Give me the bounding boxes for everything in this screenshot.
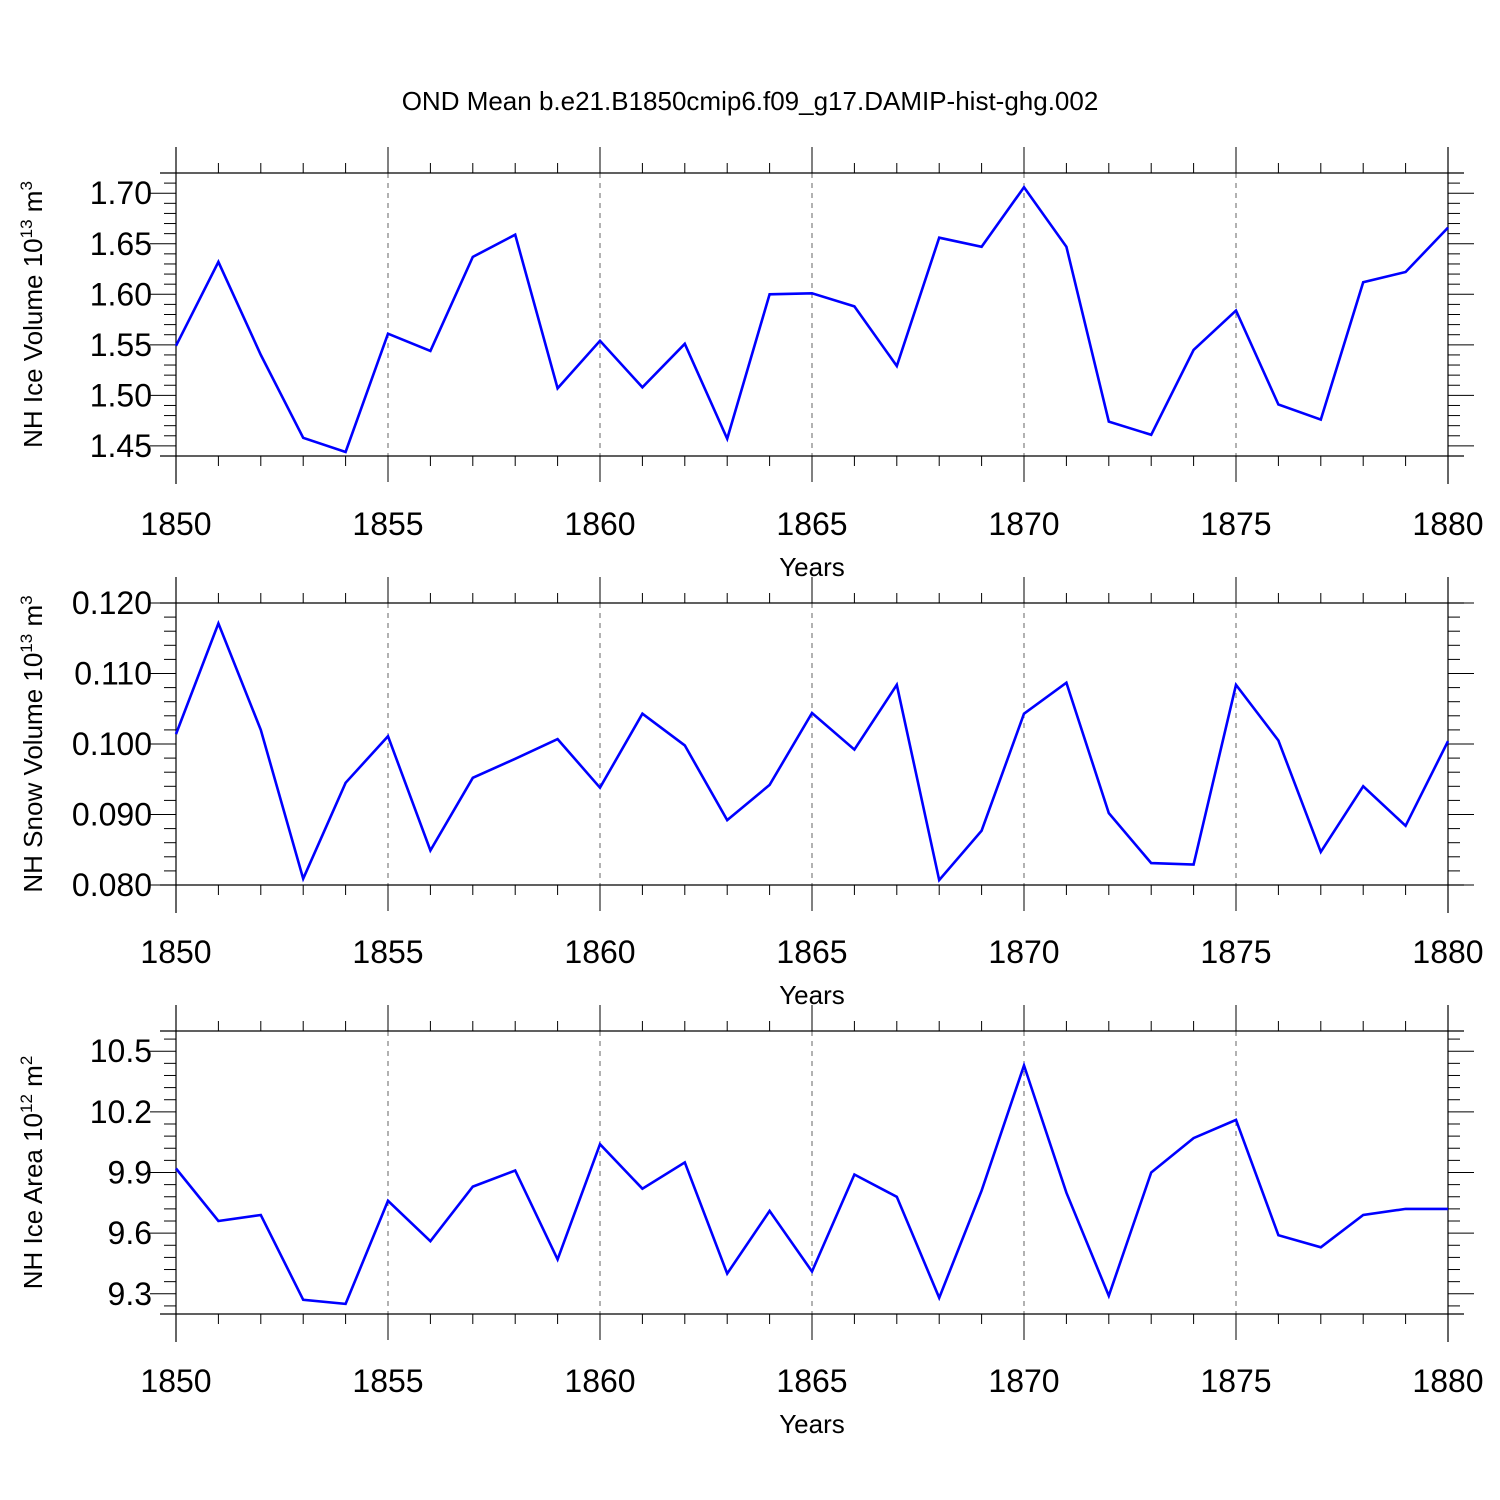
y-tick-label: 10.2 — [90, 1094, 152, 1130]
y-tick-label: 1.65 — [90, 226, 152, 262]
y-axis-title: NH Ice Area 1012 m2 — [17, 1056, 48, 1290]
x-tick-label: 1875 — [1200, 1363, 1271, 1399]
y-tick-label: 1.50 — [90, 377, 152, 413]
series-line — [174, 619, 1450, 883]
x-tick-label: 1850 — [140, 934, 211, 970]
x-tick-label: 1855 — [352, 506, 423, 542]
y-tick-label: 9.3 — [108, 1276, 152, 1312]
series-line — [174, 1061, 1448, 1306]
y-tick-label: 9.9 — [108, 1155, 152, 1191]
y-tick-label: 9.6 — [108, 1215, 152, 1251]
y-axis-title: NH Snow Volume 1013 m3 — [17, 595, 48, 892]
chart-panel-3: 9.3 9.6 9.9 10.2 10.5 1850 1855 1860 1865 1870 187… — [17, 1005, 1484, 1439]
x-tick-label: 1880 — [1412, 506, 1483, 542]
x-tick-label: 1860 — [564, 1363, 635, 1399]
x-tick-label: 1875 — [1200, 934, 1271, 970]
x-tick-label: 1865 — [776, 506, 847, 542]
y-tick-label: 10.5 — [90, 1033, 152, 1069]
chart-title: OND Mean b.e21.B1850cmip6.f09_g17.DAMIP-… — [402, 86, 1099, 116]
chart-panel-2: 0.080 0.090 0.100 0.110 0.120 1850 1855 1860 186… — [17, 577, 1484, 1010]
x-tick-label: 1875 — [1200, 506, 1271, 542]
x-tick-label: 1880 — [1412, 934, 1483, 970]
y-tick-label: 0.120 — [72, 585, 152, 621]
x-tick-label: 1855 — [352, 1363, 423, 1399]
x-tick-label: 1850 — [140, 506, 211, 542]
x-tick-label: 1850 — [140, 1363, 211, 1399]
series-line — [174, 184, 1449, 454]
chart-panel-1: 1.45 1.50 1.55 1.60 1.65 1.70 1850 1855 1860 1865… — [17, 147, 1484, 582]
x-tick-label: 1855 — [352, 934, 423, 970]
y-tick-label: 0.100 — [72, 726, 152, 762]
x-tick-label: 1865 — [776, 934, 847, 970]
y-tick-label: 1.70 — [90, 175, 152, 211]
x-tick-label: 1865 — [776, 1363, 847, 1399]
y-tick-label: 1.60 — [90, 276, 152, 312]
y-tick-label: 0.080 — [72, 867, 152, 903]
x-tick-label: 1860 — [564, 506, 635, 542]
y-tick-label: 0.110 — [74, 656, 152, 692]
x-axis-title: Years — [779, 1409, 845, 1439]
y-tick-label: 0.090 — [72, 797, 152, 833]
y-tick-label: 1.45 — [90, 428, 152, 464]
x-tick-label: 1880 — [1412, 1363, 1483, 1399]
x-tick-label: 1870 — [988, 934, 1059, 970]
y-tick-label: 1.55 — [90, 327, 152, 363]
x-tick-label: 1870 — [988, 1363, 1059, 1399]
x-tick-label: 1870 — [988, 506, 1059, 542]
chart-panels: 1.45 1.50 1.55 1.60 1.65 1.70 1850 1855 1860 1865… — [17, 147, 1484, 1439]
x-tick-label: 1860 — [564, 934, 635, 970]
y-axis-title: NH Ice Volume 1013 m3 — [17, 181, 48, 448]
